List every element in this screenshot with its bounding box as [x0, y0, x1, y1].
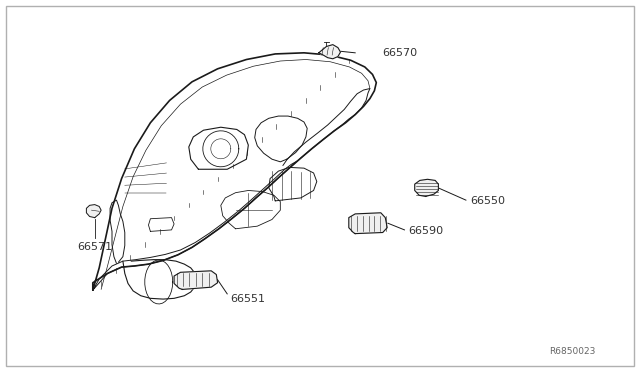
Text: 66551: 66551 — [230, 295, 266, 304]
Text: 66590: 66590 — [408, 227, 444, 236]
Polygon shape — [86, 205, 101, 218]
Polygon shape — [415, 179, 438, 196]
Text: 66570: 66570 — [383, 48, 418, 58]
Polygon shape — [174, 271, 218, 289]
Text: 66550: 66550 — [470, 196, 506, 206]
Polygon shape — [319, 45, 340, 59]
Polygon shape — [349, 213, 387, 234]
Text: R6850023: R6850023 — [549, 347, 595, 356]
Text: 66571: 66571 — [77, 243, 112, 252]
